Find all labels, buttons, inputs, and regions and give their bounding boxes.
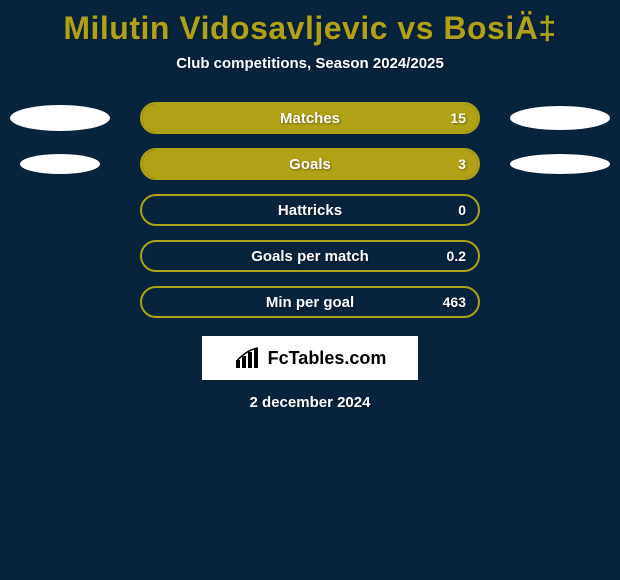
right-ellipse <box>510 154 610 174</box>
stat-row: Goals per match0.2 <box>0 240 620 272</box>
stat-value: 3 <box>458 150 466 178</box>
stat-bar: Goals per match0.2 <box>140 240 480 272</box>
left-flank <box>10 154 110 174</box>
left-ellipse <box>10 105 110 131</box>
stat-bar: Hattricks0 <box>140 194 480 226</box>
logo-text: FcTables.com <box>268 348 387 369</box>
stat-bar: Min per goal463 <box>140 286 480 318</box>
right-flank <box>510 154 610 174</box>
right-ellipse <box>510 106 610 130</box>
barchart-icon <box>234 346 262 370</box>
date: 2 december 2024 <box>0 394 620 411</box>
left-flank <box>10 105 110 131</box>
left-ellipse <box>20 154 100 174</box>
stat-label: Goals <box>142 150 478 178</box>
comparison-card: Milutin Vidosavljevic vs BosiÄ‡ Club com… <box>0 0 620 580</box>
page-title: Milutin Vidosavljevic vs BosiÄ‡ <box>0 0 620 55</box>
stats-rows: Matches15 Goals3 Hattricks0 Goals per match… <box>0 102 620 318</box>
stat-bar: Goals3 <box>140 148 480 180</box>
right-flank <box>510 106 610 130</box>
logo-box[interactable]: FcTables.com <box>202 336 418 380</box>
stat-label: Hattricks <box>142 196 478 224</box>
stat-label: Goals per match <box>142 242 478 270</box>
stat-value: 463 <box>443 288 466 316</box>
stat-bar: Matches15 <box>140 102 480 134</box>
stat-label: Min per goal <box>142 288 478 316</box>
stat-value: 0 <box>458 196 466 224</box>
stat-row: Min per goal463 <box>0 286 620 318</box>
stat-value: 0.2 <box>447 242 466 270</box>
stat-row: Hattricks0 <box>0 194 620 226</box>
stat-label: Matches <box>142 104 478 132</box>
stat-row: Matches15 <box>0 102 620 134</box>
stat-row: Goals3 <box>0 148 620 180</box>
subtitle: Club competitions, Season 2024/2025 <box>0 55 620 72</box>
stat-value: 15 <box>450 104 466 132</box>
